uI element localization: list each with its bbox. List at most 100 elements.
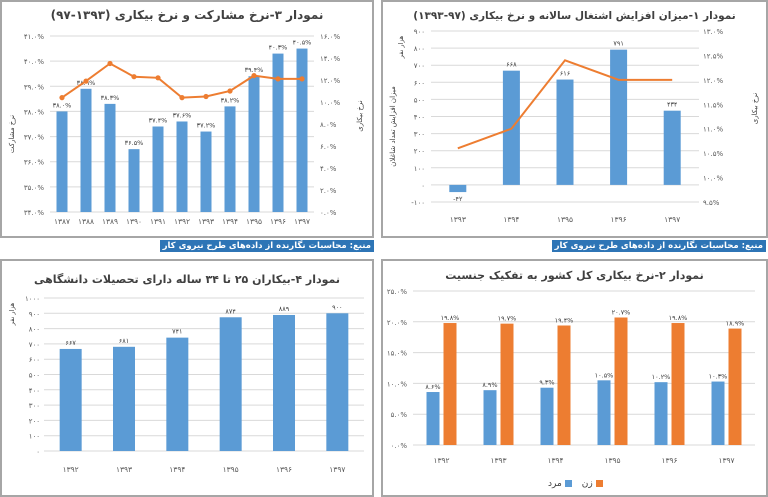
y2-tick-label: ۱۴.۰% xyxy=(320,55,341,63)
y2-tick-label: ۱۱.۰% xyxy=(703,126,724,134)
bar xyxy=(176,121,188,212)
bar xyxy=(248,76,260,212)
line-point xyxy=(251,73,257,79)
y-unit-label: هزار نفر xyxy=(397,35,405,59)
chart3-plot: ۳۴.۰% ۳۵.۰% ۳۶.۰% ۳۷.۰% ۳۸.۰% ۳۹.۰% ۴۰.۰% ۴۱.۰%… xyxy=(8,33,364,226)
bar-male xyxy=(654,382,668,445)
y2-tick-label: ۱۲.۰% xyxy=(320,77,341,85)
bar xyxy=(152,126,164,212)
data-label-male: ۱۰.۳% xyxy=(709,373,728,381)
line-point xyxy=(155,75,161,81)
bar-male xyxy=(426,392,440,445)
bar xyxy=(104,103,116,212)
chart3-source-caption: منبع: محاسبات نگارنده از داده‌های طرح نی… xyxy=(159,240,374,252)
chart3-title: نمودار ۳-نرخ مشارکت و نرخ بیکاری (۱۳۹۳-۹… xyxy=(50,8,324,22)
data-label: ۸۸۹ xyxy=(279,305,290,313)
bar xyxy=(273,314,295,451)
data-label-female: ۱۹.۴% xyxy=(555,316,574,324)
y-tick-label: ۰ xyxy=(421,182,425,190)
x-tick-label: ۱۳۹۲ xyxy=(433,456,449,465)
bar xyxy=(80,88,92,212)
y-tick-label: ۵۰۰ xyxy=(414,96,425,104)
y-tick-label: ۲۰۰ xyxy=(29,417,40,425)
y-tick-label: ۹۰۰ xyxy=(414,28,425,36)
y-tick-label: ۴۰۰ xyxy=(414,114,425,122)
bar-male xyxy=(711,381,725,445)
y-tick-label: ۷۰۰ xyxy=(29,341,40,349)
y2-tick-label: ۱۱.۵% xyxy=(703,101,724,109)
legend-item-male: مرد xyxy=(548,479,572,489)
y-tick-label: ۱۰۰ xyxy=(414,165,425,173)
y2-tick-label: ۱۰.۵% xyxy=(703,150,724,158)
bar-male xyxy=(483,390,497,445)
y-tick-label: ۳۵.۰% xyxy=(24,184,45,192)
bar-female xyxy=(500,323,514,445)
bar xyxy=(200,131,212,212)
line-point xyxy=(275,76,281,82)
bar xyxy=(219,317,242,451)
y2-tick-label: ۴.۰% xyxy=(320,165,337,173)
y-tick-label: ۸۰۰ xyxy=(414,45,425,53)
data-label: ۳۸.۰% xyxy=(53,101,72,109)
y-tick-label: ۳۸.۰% xyxy=(24,108,45,116)
data-label-female: ۱۹.۸% xyxy=(441,314,460,322)
x-tick-label: ۱۳۹۲ xyxy=(174,217,190,226)
bar xyxy=(556,79,574,185)
y-unit-label: هزار نفر xyxy=(8,302,16,326)
x-tick-label: ۱۳۹۲ xyxy=(63,465,79,474)
bar-female xyxy=(671,323,685,445)
y-tick-label: ۴۰.۰% xyxy=(24,58,45,66)
y-tick-label: ۲۵.۰% xyxy=(387,288,408,296)
y-tick-label: -۱۰۰ xyxy=(411,199,425,207)
data-label: ۶۶۷ xyxy=(65,339,76,347)
x-tick-label: ۱۳۸۸ xyxy=(78,217,94,226)
data-label: ۳۷.۶% xyxy=(173,111,192,119)
x-tick-label: ۱۳۹۷ xyxy=(329,465,345,474)
y-tick-label: ۶۰۰ xyxy=(29,356,40,364)
chart2-legend: زن مرد xyxy=(548,479,603,489)
y-tick-label: ۴۱.۰% xyxy=(24,33,45,41)
bar-female xyxy=(557,325,571,445)
data-label: ۳۷.۴% xyxy=(149,117,168,125)
y-tick-label: ۳۷.۰% xyxy=(24,134,45,142)
data-label: ۳۶.۵% xyxy=(125,139,144,147)
data-label-female: ۲۰.۷% xyxy=(612,308,631,316)
data-label: ۶۱۶ xyxy=(560,70,570,78)
bar xyxy=(663,110,681,185)
bar xyxy=(272,53,284,212)
y-tick-label: ۶۰۰ xyxy=(414,79,425,87)
x-tick-label: ۱۳۹۵ xyxy=(557,215,573,224)
y-tick-label: ۷۰۰ xyxy=(414,62,425,70)
line-point xyxy=(83,78,89,84)
y2-tick-label: ۱۰.۰% xyxy=(320,99,341,107)
y2-axis-title: نرخ بیکاری xyxy=(356,100,364,132)
y2-tick-label: ۱۰.۰% xyxy=(703,175,724,183)
y2-tick-label: ۱۳.۰% xyxy=(703,28,724,36)
data-label: ۶۶۸ xyxy=(506,61,517,69)
x-tick-label: ۱۳۹۳ xyxy=(490,456,506,465)
chart1-panel: نمودار ۱-میزان افزایش اشتغال سالانه و نر… xyxy=(381,0,768,238)
chart2-panel: نمودار ۲-نرخ بیکاری کل کشور به تفکیک جنس… xyxy=(381,259,768,497)
line-series xyxy=(61,62,302,99)
data-label: ۳۸.۳% xyxy=(101,94,120,102)
y-axis-title: نرخ مشارکت xyxy=(8,115,16,153)
line-series xyxy=(457,59,673,150)
y-tick-label: ۰ xyxy=(36,448,40,456)
line-point xyxy=(179,95,185,101)
data-label: ۳۷.۲% xyxy=(197,122,216,130)
data-label-male: ۹.۳% xyxy=(539,379,554,387)
x-tick-label: ۱۳۹۱ xyxy=(150,217,166,226)
bar xyxy=(296,48,308,213)
y-tick-label: ۹۰۰ xyxy=(29,310,40,318)
x-tick-label: ۱۳۹۶ xyxy=(276,465,292,474)
line-point xyxy=(203,93,209,100)
x-tick-label: ۱۳۹۰ xyxy=(126,217,142,226)
line-point xyxy=(107,60,113,67)
data-label: ۷۴۱ xyxy=(172,328,182,336)
data-label-male: ۱۰.۵% xyxy=(595,371,614,379)
bar xyxy=(449,184,467,193)
line-point xyxy=(131,74,137,80)
y-tick-label: ۸۰۰ xyxy=(29,326,40,334)
y2-tick-label: ۲.۰% xyxy=(320,187,337,195)
bar-female xyxy=(443,323,457,445)
